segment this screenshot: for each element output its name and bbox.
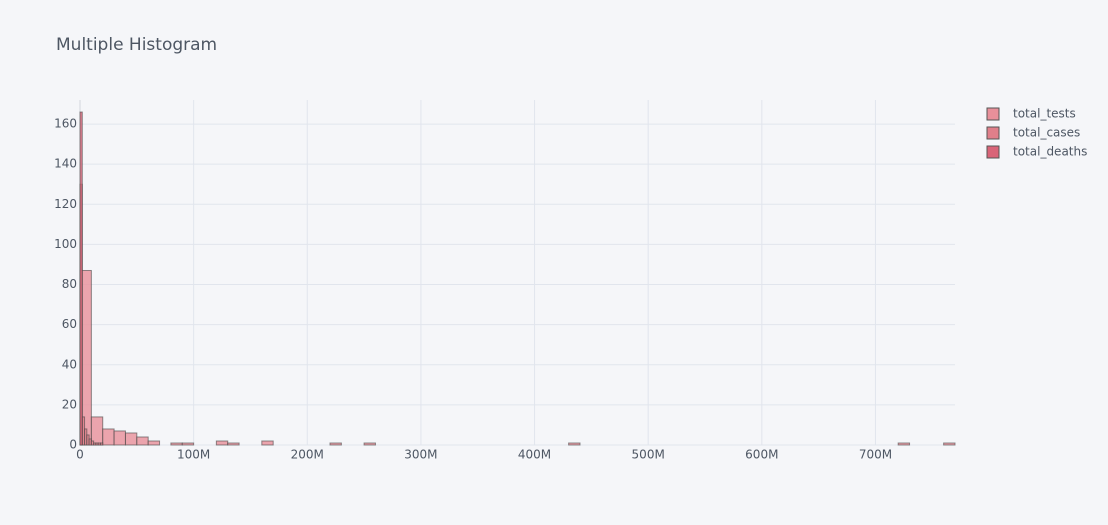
x-tick-label: 400M xyxy=(518,448,551,462)
y-tick-label: 60 xyxy=(62,317,77,331)
y-tick-label: 20 xyxy=(62,397,77,411)
bar xyxy=(568,442,581,446)
legend-swatch xyxy=(986,145,1000,159)
bar xyxy=(79,111,83,446)
bar xyxy=(136,436,149,446)
legend-swatch xyxy=(986,126,1000,140)
legend-label: total_deaths xyxy=(1013,145,1087,159)
y-tick-label: 100 xyxy=(54,237,77,251)
bar xyxy=(215,440,229,446)
bar xyxy=(227,442,240,446)
bar xyxy=(113,430,126,446)
x-tick-label: 100M xyxy=(177,448,210,462)
bar xyxy=(124,432,138,446)
bar xyxy=(170,442,183,446)
x-tick-label: 600M xyxy=(745,448,778,462)
bar xyxy=(102,428,115,446)
y-tick-label: 160 xyxy=(54,117,77,131)
x-tick-label: 300M xyxy=(404,448,437,462)
chart-title: Multiple Histogram xyxy=(56,35,217,55)
y-tick-label: 80 xyxy=(62,277,77,291)
y-tick-label: 120 xyxy=(54,197,77,211)
bar xyxy=(897,442,911,446)
y-tick-label: 40 xyxy=(62,357,77,371)
legend-label: total_tests xyxy=(1013,107,1076,121)
legend-label: total_cases xyxy=(1013,126,1080,140)
x-tick-label: 200M xyxy=(291,448,324,462)
x-tick-label: 700M xyxy=(859,448,892,462)
bar xyxy=(181,442,195,446)
x-tick-label: 500M xyxy=(632,448,665,462)
bar xyxy=(329,442,342,446)
bar xyxy=(99,442,104,446)
x-tick-label: 0 xyxy=(76,448,84,462)
legend-swatch xyxy=(986,107,1000,121)
y-tick-label: 140 xyxy=(54,157,77,171)
bar xyxy=(943,442,956,446)
y-tick-label: 0 xyxy=(69,438,77,452)
bar xyxy=(147,440,161,446)
bar xyxy=(363,442,376,446)
bar xyxy=(261,440,274,446)
